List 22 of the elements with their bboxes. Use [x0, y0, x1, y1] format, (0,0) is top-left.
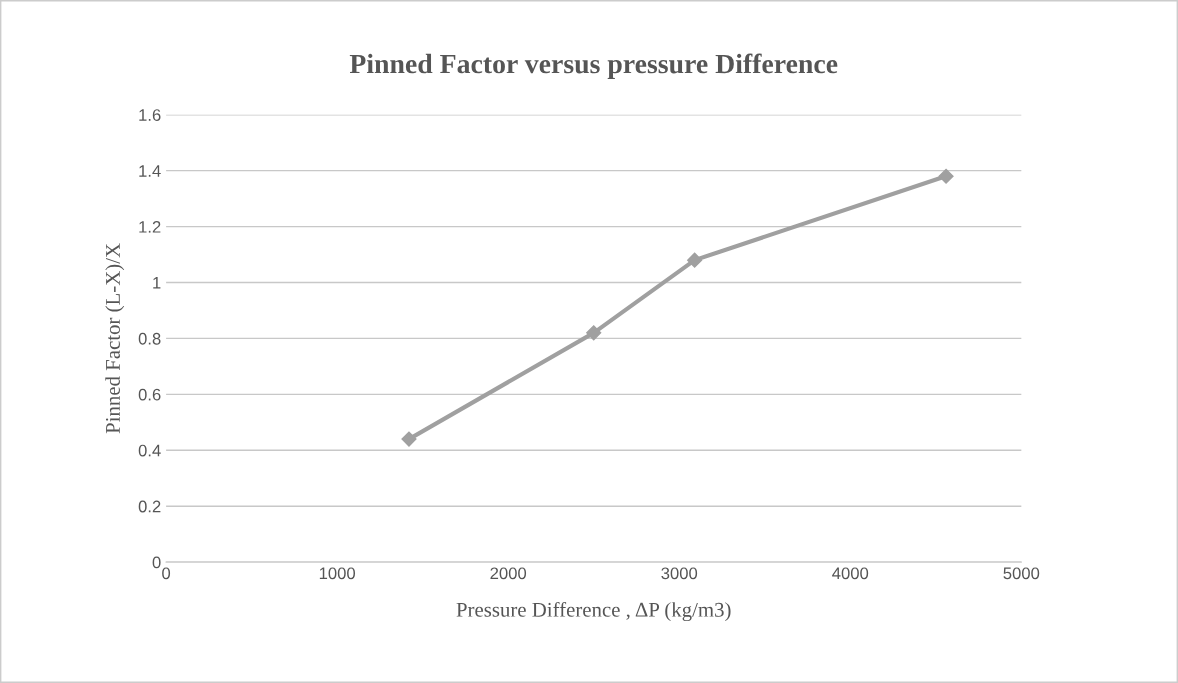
y-axis-title: Pinned Factor (L-X)/X	[105, 243, 125, 434]
point	[586, 325, 602, 341]
point	[401, 431, 417, 447]
x-axis-title: Pressure Difference , ΔP (kg/m3)	[456, 601, 731, 622]
point	[938, 168, 954, 184]
y-tick-label: 1	[153, 277, 161, 289]
x-tick-label: 0	[162, 567, 171, 580]
y-tick-label: 1.2	[139, 220, 161, 233]
y-tick-label: 0.8	[138, 332, 161, 345]
x-tick-label: 5000	[1003, 567, 1040, 580]
x-tick-label: 3000	[661, 567, 698, 580]
y-tick-label: 0.2	[138, 500, 161, 513]
x-tick-label: 2000	[490, 567, 527, 580]
y-tick-label: 0	[152, 556, 161, 569]
x-tick-label: 4000	[832, 567, 869, 580]
x-tick-label: 1000	[319, 567, 356, 580]
y-tick-label: 1.6	[139, 109, 161, 121]
y-tick-label: 0.6	[138, 388, 161, 401]
chart-title: Pinned Factor versus pressure Difference	[349, 53, 838, 79]
y-tick-label: 1.4	[139, 165, 161, 177]
point	[687, 252, 703, 268]
y-tick-label: 0.4	[138, 444, 161, 457]
